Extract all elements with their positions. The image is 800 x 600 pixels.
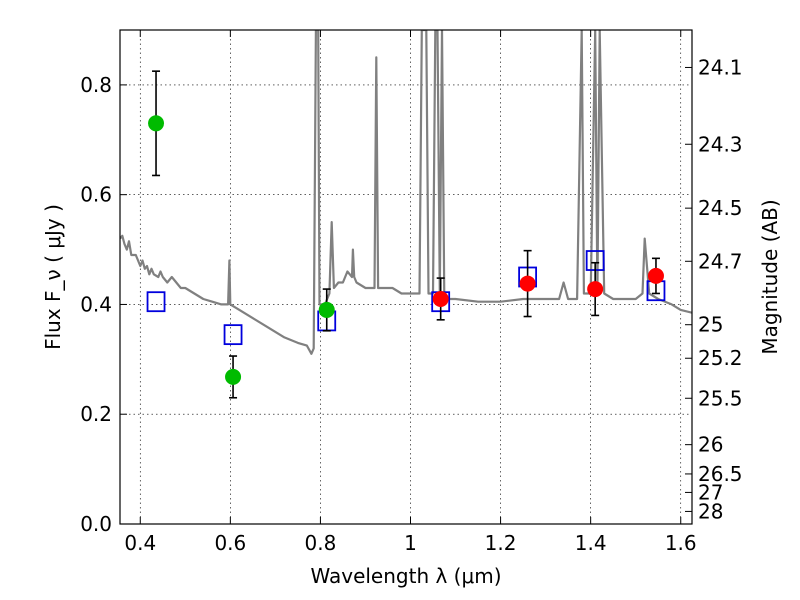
observed-flux-point bbox=[318, 301, 335, 318]
plot-area bbox=[120, 30, 692, 399]
plot-frame bbox=[119, 29, 693, 525]
x-tick-label: 0.8 bbox=[305, 531, 337, 555]
observed-flux-point bbox=[225, 368, 242, 385]
x-tick-label: 1.6 bbox=[665, 531, 697, 555]
observed-flux-point bbox=[432, 290, 449, 307]
ticks: 0.4 0.6 0.8 1 1.2 1.4 1.6 0.0 0.2 0.4 0.6 0.8 24.1 24… bbox=[80, 30, 743, 555]
mag-tick-label: 24.1 bbox=[698, 55, 743, 79]
observed-flux-point bbox=[587, 281, 604, 298]
mag-tick-label: 28 bbox=[698, 499, 723, 523]
mag-tick-label: 25.5 bbox=[698, 386, 743, 410]
data-points bbox=[146, 70, 666, 399]
y-tick-label: 0.6 bbox=[80, 183, 112, 207]
mag-tick-label: 26 bbox=[698, 433, 723, 457]
mag-tick-label: 26.5 bbox=[698, 462, 743, 486]
x-tick-label: 1.2 bbox=[485, 531, 517, 555]
mag-tick-label: 25 bbox=[698, 313, 723, 337]
model-flux-square bbox=[146, 291, 166, 313]
x-tick-label: 0.6 bbox=[214, 531, 246, 555]
y-tick-label: 0.0 bbox=[80, 512, 112, 536]
x-axis-label: Wavelength λ (μm) bbox=[310, 564, 501, 588]
model-spectrum-line bbox=[120, 30, 692, 355]
x-tick-label: 1 bbox=[404, 531, 417, 555]
x-tick-label: 1.4 bbox=[575, 531, 607, 555]
observed-flux-point bbox=[519, 275, 536, 292]
right-axis-label: Magnitude (AB) bbox=[758, 199, 782, 354]
mag-tick-label: 24.3 bbox=[698, 132, 743, 156]
x-tick-label: 0.4 bbox=[124, 531, 156, 555]
model-spectrum bbox=[120, 30, 692, 355]
mag-tick-label: 27 bbox=[698, 480, 723, 504]
observed-flux-point bbox=[647, 267, 664, 284]
y-tick-label: 0.4 bbox=[80, 292, 112, 316]
mag-tick-label: 24.5 bbox=[698, 196, 743, 220]
y-tick-label: 0.2 bbox=[80, 402, 112, 426]
model-flux-square bbox=[223, 324, 243, 346]
mag-tick-label: 25.2 bbox=[698, 346, 743, 370]
grid bbox=[120, 30, 692, 525]
observed-flux-point bbox=[148, 115, 165, 132]
y-axis-label: Flux F_ν ( μJy ) bbox=[41, 204, 65, 350]
y-tick-label: 0.8 bbox=[80, 73, 112, 97]
mag-tick-label: 24.7 bbox=[698, 249, 743, 273]
